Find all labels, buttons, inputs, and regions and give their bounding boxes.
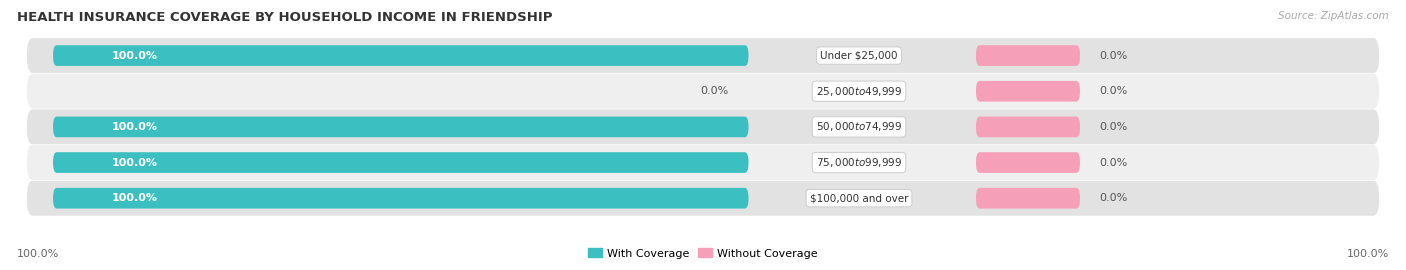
FancyBboxPatch shape	[976, 117, 1080, 137]
Text: $50,000 to $74,999: $50,000 to $74,999	[815, 120, 903, 133]
Text: 100.0%: 100.0%	[111, 193, 157, 203]
Text: $100,000 and over: $100,000 and over	[810, 193, 908, 203]
FancyBboxPatch shape	[27, 109, 1379, 144]
Text: 100.0%: 100.0%	[111, 50, 157, 60]
FancyBboxPatch shape	[53, 45, 748, 66]
Text: $75,000 to $99,999: $75,000 to $99,999	[815, 156, 903, 169]
FancyBboxPatch shape	[27, 181, 1379, 216]
FancyBboxPatch shape	[976, 152, 1080, 173]
FancyBboxPatch shape	[53, 152, 748, 173]
Text: HEALTH INSURANCE COVERAGE BY HOUSEHOLD INCOME IN FRIENDSHIP: HEALTH INSURANCE COVERAGE BY HOUSEHOLD I…	[17, 11, 553, 24]
FancyBboxPatch shape	[976, 188, 1080, 208]
Text: Source: ZipAtlas.com: Source: ZipAtlas.com	[1278, 11, 1389, 21]
Text: Under $25,000: Under $25,000	[820, 50, 898, 60]
Text: 0.0%: 0.0%	[1099, 86, 1128, 96]
Text: 100.0%: 100.0%	[1347, 249, 1389, 259]
FancyBboxPatch shape	[27, 74, 1379, 109]
Legend: With Coverage, Without Coverage: With Coverage, Without Coverage	[583, 244, 823, 263]
Text: $25,000 to $49,999: $25,000 to $49,999	[815, 85, 903, 98]
FancyBboxPatch shape	[27, 145, 1379, 180]
Text: 0.0%: 0.0%	[1099, 122, 1128, 132]
FancyBboxPatch shape	[53, 188, 748, 208]
Text: 100.0%: 100.0%	[111, 158, 157, 168]
Text: 0.0%: 0.0%	[1099, 193, 1128, 203]
FancyBboxPatch shape	[976, 81, 1080, 102]
Text: 0.0%: 0.0%	[700, 86, 728, 96]
Text: 100.0%: 100.0%	[111, 122, 157, 132]
Text: 100.0%: 100.0%	[17, 249, 59, 259]
Text: 0.0%: 0.0%	[1099, 50, 1128, 60]
FancyBboxPatch shape	[27, 38, 1379, 73]
FancyBboxPatch shape	[53, 117, 748, 137]
FancyBboxPatch shape	[976, 45, 1080, 66]
Text: 0.0%: 0.0%	[1099, 158, 1128, 168]
